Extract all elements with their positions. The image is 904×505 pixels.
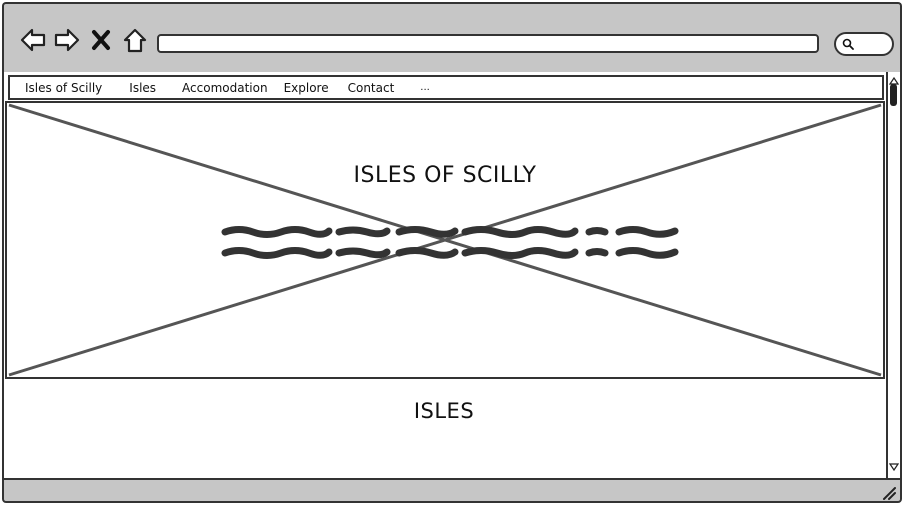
browser-status-bar: [2, 478, 902, 503]
page-viewport: Isles of Scilly Isles Accomodation Explo…: [2, 72, 902, 478]
placeholder-text-scribble: [221, 226, 679, 259]
back-arrow-icon[interactable]: [18, 26, 48, 54]
close-icon[interactable]: [86, 26, 116, 54]
menu-item-isles-of-scilly[interactable]: Isles of Scilly: [25, 80, 103, 95]
scrollbar-thumb[interactable]: [890, 84, 897, 106]
home-icon[interactable]: [120, 26, 150, 54]
browser-toolbar: [2, 2, 902, 72]
hero-title: ISLES OF SCILLY: [353, 163, 537, 188]
hero-image-placeholder: ISLES OF SCILLY: [5, 101, 885, 379]
menu-item-accomodation[interactable]: Accomodation: [182, 80, 268, 95]
scroll-down-arrow-icon[interactable]: [889, 462, 899, 472]
nav-controls: [18, 26, 150, 54]
menu-item-contact[interactable]: Contact: [347, 80, 395, 95]
search-icon: [842, 38, 854, 50]
menu-item-more[interactable]: ...: [420, 82, 430, 93]
menu-item-explore[interactable]: Explore: [283, 80, 329, 95]
menu-item-isles[interactable]: Isles: [129, 80, 157, 95]
resize-grip-icon[interactable]: [882, 486, 896, 500]
section-title-isles: ISLES: [413, 399, 475, 423]
vertical-scrollbar[interactable]: [886, 72, 900, 478]
image-placeholder-cross: [8, 103, 882, 377]
forward-arrow-icon[interactable]: [52, 26, 82, 54]
browser-search-field[interactable]: [834, 32, 894, 56]
address-bar[interactable]: [157, 34, 819, 53]
site-menu-bar: Isles of Scilly Isles Accomodation Explo…: [8, 75, 884, 100]
